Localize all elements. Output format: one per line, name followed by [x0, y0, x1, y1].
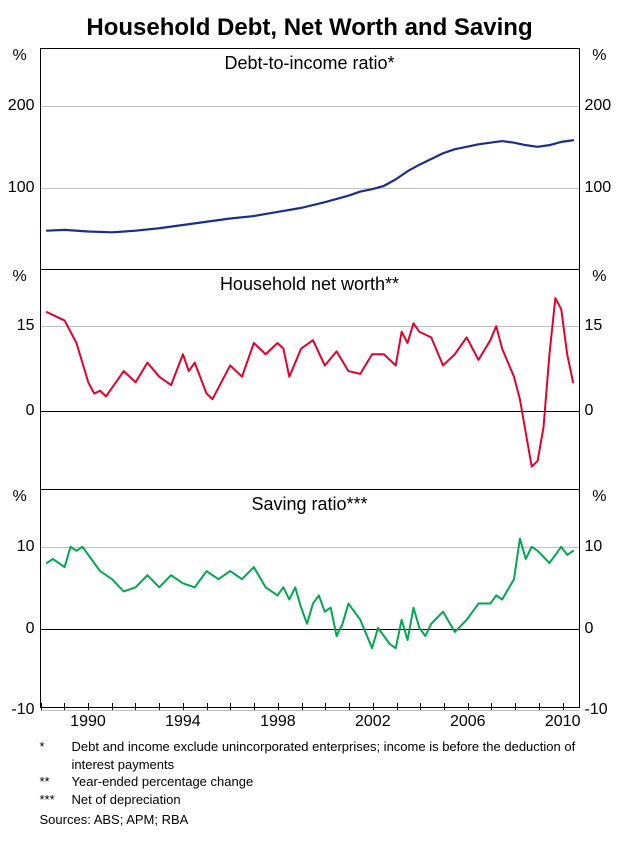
chart-footnotes: *Debt and income exclude unincorporated … [40, 738, 580, 829]
panel-debt: Debt-to-income ratio*%%100100200200 [41, 49, 579, 269]
x-axis-label: 1994 [165, 713, 201, 731]
gridline [41, 710, 579, 711]
x-axis-label: 2002 [355, 713, 391, 731]
x-axis-label: 2010 [545, 713, 581, 731]
y-tick-label-right: 10 [585, 539, 619, 555]
x-tick [183, 703, 184, 710]
x-tick [302, 703, 303, 710]
x-axis-label: 1998 [260, 713, 296, 731]
chart-plot-area: 199019941998200220062010 Debt-to-income … [40, 48, 580, 708]
chart-figure: Household Debt, Net Worth and Saving 199… [0, 0, 619, 854]
y-tick-label-left: 0 [1, 621, 35, 637]
x-tick [420, 703, 421, 710]
sources-line: Sources: ABS; APM; RBA [40, 811, 580, 829]
footnote-row: *Debt and income exclude unincorporated … [40, 738, 580, 773]
x-tick [539, 703, 540, 710]
x-axis-labels: 1990 1994 1998 2002 2006 2010 [41, 709, 581, 733]
y-tick-label-left: 10 [1, 539, 35, 555]
panel-saving: Saving ratio***%%-10-10001010 [41, 489, 579, 709]
x-tick [88, 703, 89, 710]
panel-networth: Household net worth**%%001515 [41, 269, 579, 489]
x-tick [325, 703, 326, 710]
series-debt [41, 49, 579, 269]
x-tick [254, 703, 255, 710]
x-tick [112, 703, 113, 710]
x-tick [278, 703, 279, 710]
y-tick-label-right: 0 [585, 621, 619, 637]
x-tick [397, 703, 398, 710]
x-tick [349, 703, 350, 710]
x-tick [444, 703, 445, 710]
x-tick [515, 703, 516, 710]
y-axis-unit-right: % [592, 268, 606, 286]
y-tick-label-left: 15 [1, 318, 35, 334]
x-tick [373, 703, 374, 710]
series-saving [41, 490, 579, 709]
y-tick-label-left: -10 [1, 702, 35, 718]
x-tick [64, 703, 65, 710]
y-axis-unit-left: % [13, 488, 27, 506]
footnote-text: Year-ended percentage change [72, 773, 580, 791]
x-tick [563, 703, 564, 710]
footnote-row: **Year-ended percentage change [40, 773, 580, 791]
y-tick-label-left: 100 [1, 180, 35, 196]
y-axis-unit-right: % [592, 488, 606, 506]
footnote-row: ***Net of depreciation [40, 791, 580, 809]
y-tick-label-left: 0 [1, 403, 35, 419]
x-axis-label: 1990 [70, 713, 106, 731]
y-tick-label-left: 200 [1, 98, 35, 114]
footnote-mark: *** [40, 791, 72, 809]
y-axis-unit-left: % [13, 47, 27, 65]
footnote-text: Debt and income exclude unincorporated e… [72, 738, 580, 773]
x-axis-label: 2006 [450, 713, 486, 731]
footnote-mark: * [40, 738, 72, 773]
x-tick [491, 703, 492, 710]
y-tick-label-right: 200 [585, 98, 619, 114]
y-tick-label-right: 100 [585, 180, 619, 196]
chart-title: Household Debt, Net Worth and Saving [14, 14, 605, 42]
footnote-text: Net of depreciation [72, 791, 580, 809]
x-tick [41, 703, 42, 710]
series-networth [41, 270, 579, 489]
x-tick [159, 703, 160, 710]
y-tick-label-right: -10 [585, 702, 619, 718]
y-axis-unit-right: % [592, 47, 606, 65]
footnote-mark: ** [40, 773, 72, 791]
x-tick [230, 703, 231, 710]
x-tick [468, 703, 469, 710]
x-tick [207, 703, 208, 710]
y-tick-label-right: 0 [585, 403, 619, 419]
y-axis-unit-left: % [13, 268, 27, 286]
y-tick-label-right: 15 [585, 318, 619, 334]
x-tick [135, 703, 136, 710]
